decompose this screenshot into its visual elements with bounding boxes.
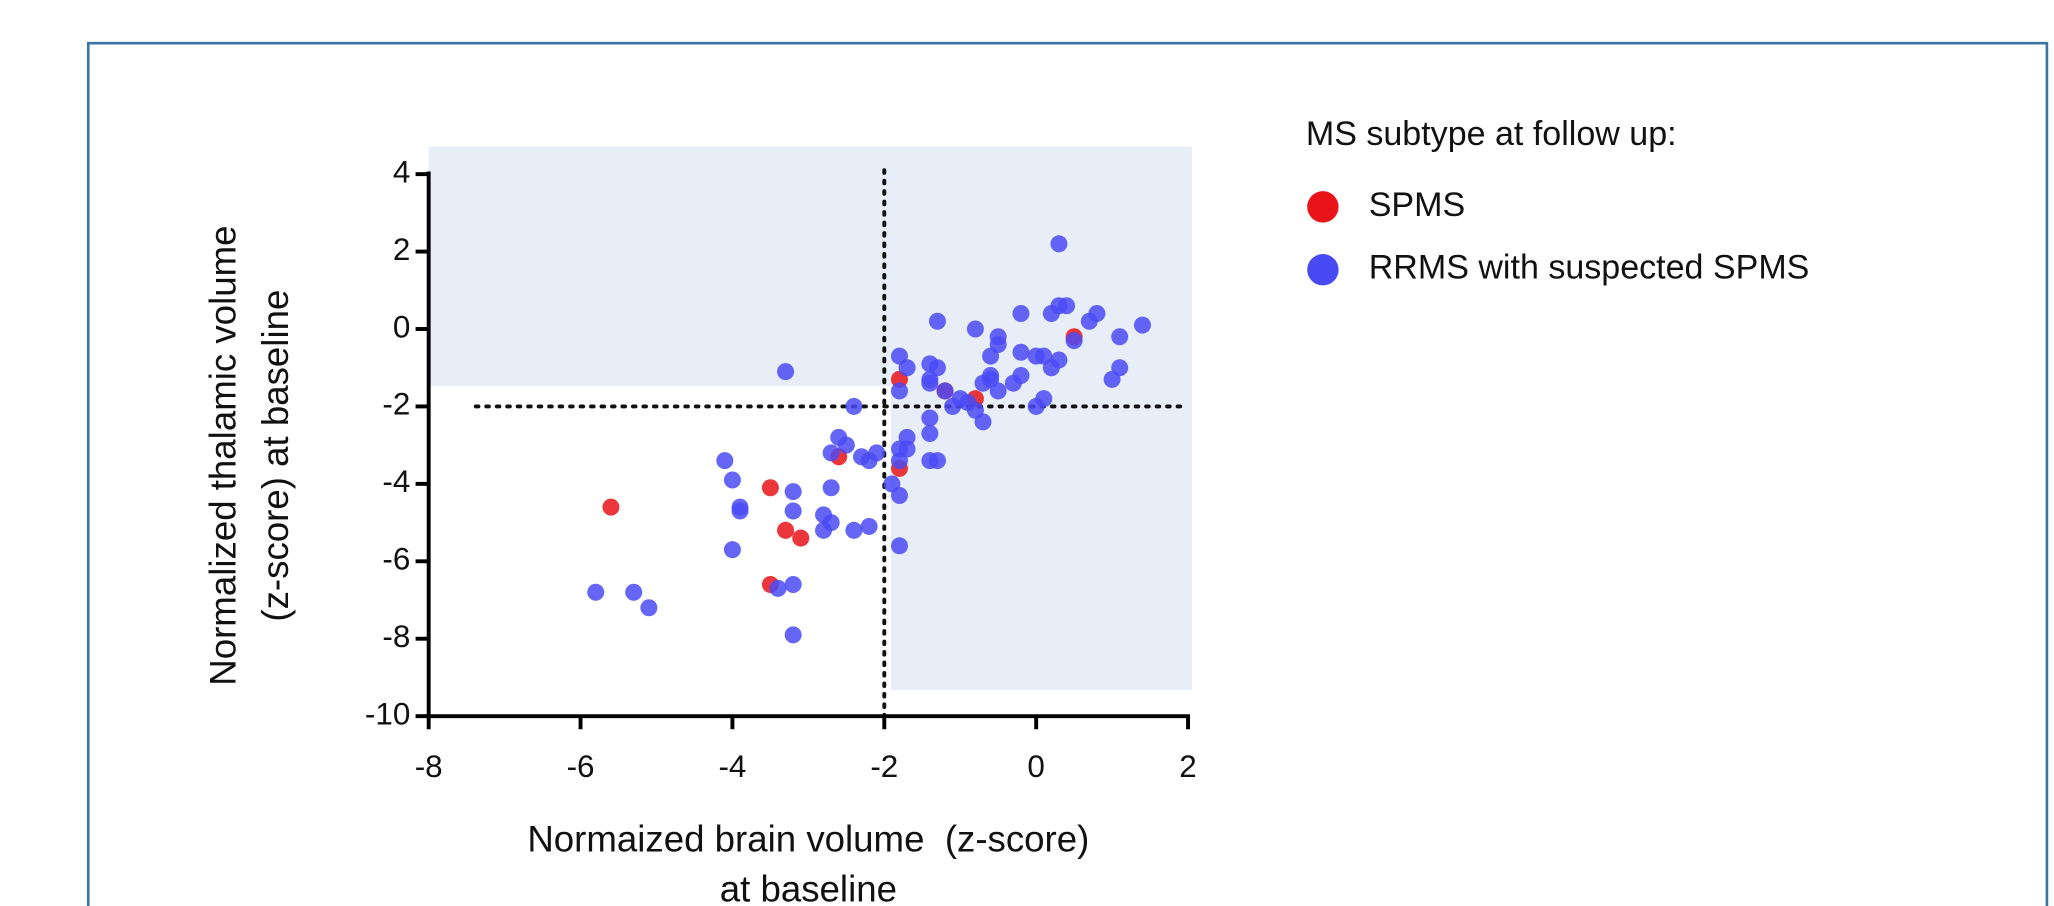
data-point (890, 537, 908, 555)
data-point (761, 479, 779, 497)
data-point (1050, 351, 1068, 369)
data-point (989, 328, 1007, 346)
y-tick-label: -2 (382, 387, 410, 422)
x-tick-label: -8 (415, 749, 443, 784)
y-tick-label: -8 (382, 619, 410, 654)
data-point (822, 479, 840, 497)
data-point (822, 514, 840, 532)
legend-title: MS subtype at follow up: (1306, 115, 1677, 153)
data-point (982, 366, 1000, 384)
data-point (723, 471, 741, 489)
x-tick-label: -2 (870, 749, 898, 784)
y-tick-label: 2 (393, 232, 410, 267)
data-point (936, 382, 954, 400)
data-point (928, 452, 946, 470)
data-point (890, 382, 908, 400)
data-point (1035, 390, 1053, 408)
data-point (860, 517, 878, 535)
x-tick-label: -4 (718, 749, 746, 784)
data-point (784, 502, 802, 520)
data-point (1133, 316, 1151, 334)
shaded-region (428, 146, 1192, 387)
y-tick-label: -4 (382, 464, 410, 499)
data-point (1058, 297, 1076, 315)
data-point (898, 359, 916, 377)
data-point (777, 521, 795, 539)
data-point (602, 498, 620, 516)
data-point (587, 583, 605, 601)
data-point (1012, 343, 1030, 361)
data-point (898, 440, 916, 458)
y-axis-title: (z-score) at baseline (255, 290, 296, 622)
data-point (928, 312, 946, 330)
y-axis-title: Normalized thalamic volume (202, 226, 243, 686)
data-point (1065, 332, 1083, 350)
data-point (966, 320, 984, 338)
data-point (640, 599, 658, 617)
legend-marker (1307, 191, 1339, 223)
y-tick-label: -10 (365, 696, 410, 731)
data-point (723, 541, 741, 559)
y-tick-label: 0 (393, 309, 410, 344)
data-point (1012, 304, 1030, 323)
shaded-region (890, 386, 1192, 690)
legend-marker (1307, 253, 1339, 286)
data-point (921, 409, 939, 427)
x-axis-title: Normaized brain volume (z-score) (527, 819, 1089, 860)
data-point (784, 483, 802, 501)
data-point (784, 626, 802, 644)
data-point (890, 486, 908, 504)
x-tick-label: -6 (567, 749, 595, 784)
data-point (769, 579, 787, 597)
x-tick-label: 0 (1027, 749, 1044, 784)
data-point (1088, 304, 1106, 323)
data-point (989, 382, 1007, 400)
data-point (1050, 235, 1068, 253)
x-tick-label: 2 (1179, 749, 1196, 784)
data-point (966, 401, 984, 419)
y-tick-label: 4 (393, 154, 410, 189)
data-point (921, 374, 939, 392)
x-axis-title: at baseline (720, 868, 897, 906)
data-point (1012, 366, 1030, 384)
data-point (921, 425, 939, 443)
data-point (625, 583, 643, 601)
data-point (822, 444, 840, 462)
data-point (868, 444, 886, 462)
data-point (845, 397, 863, 415)
data-point (731, 502, 749, 520)
data-point (1111, 328, 1129, 346)
data-point (845, 521, 863, 539)
data-point (792, 529, 810, 547)
data-point (928, 359, 946, 377)
legend-label: RRMS with suspected SPMS (1369, 249, 1810, 287)
frame (86, 41, 2049, 906)
data-point (784, 576, 802, 594)
data-point (837, 436, 855, 454)
y-tick-label: -6 (382, 542, 410, 577)
plot-area (473, 168, 1184, 719)
data-point (716, 452, 734, 470)
data-point (777, 363, 795, 381)
data-point (1111, 359, 1129, 377)
legend-label: SPMS (1369, 186, 1465, 224)
